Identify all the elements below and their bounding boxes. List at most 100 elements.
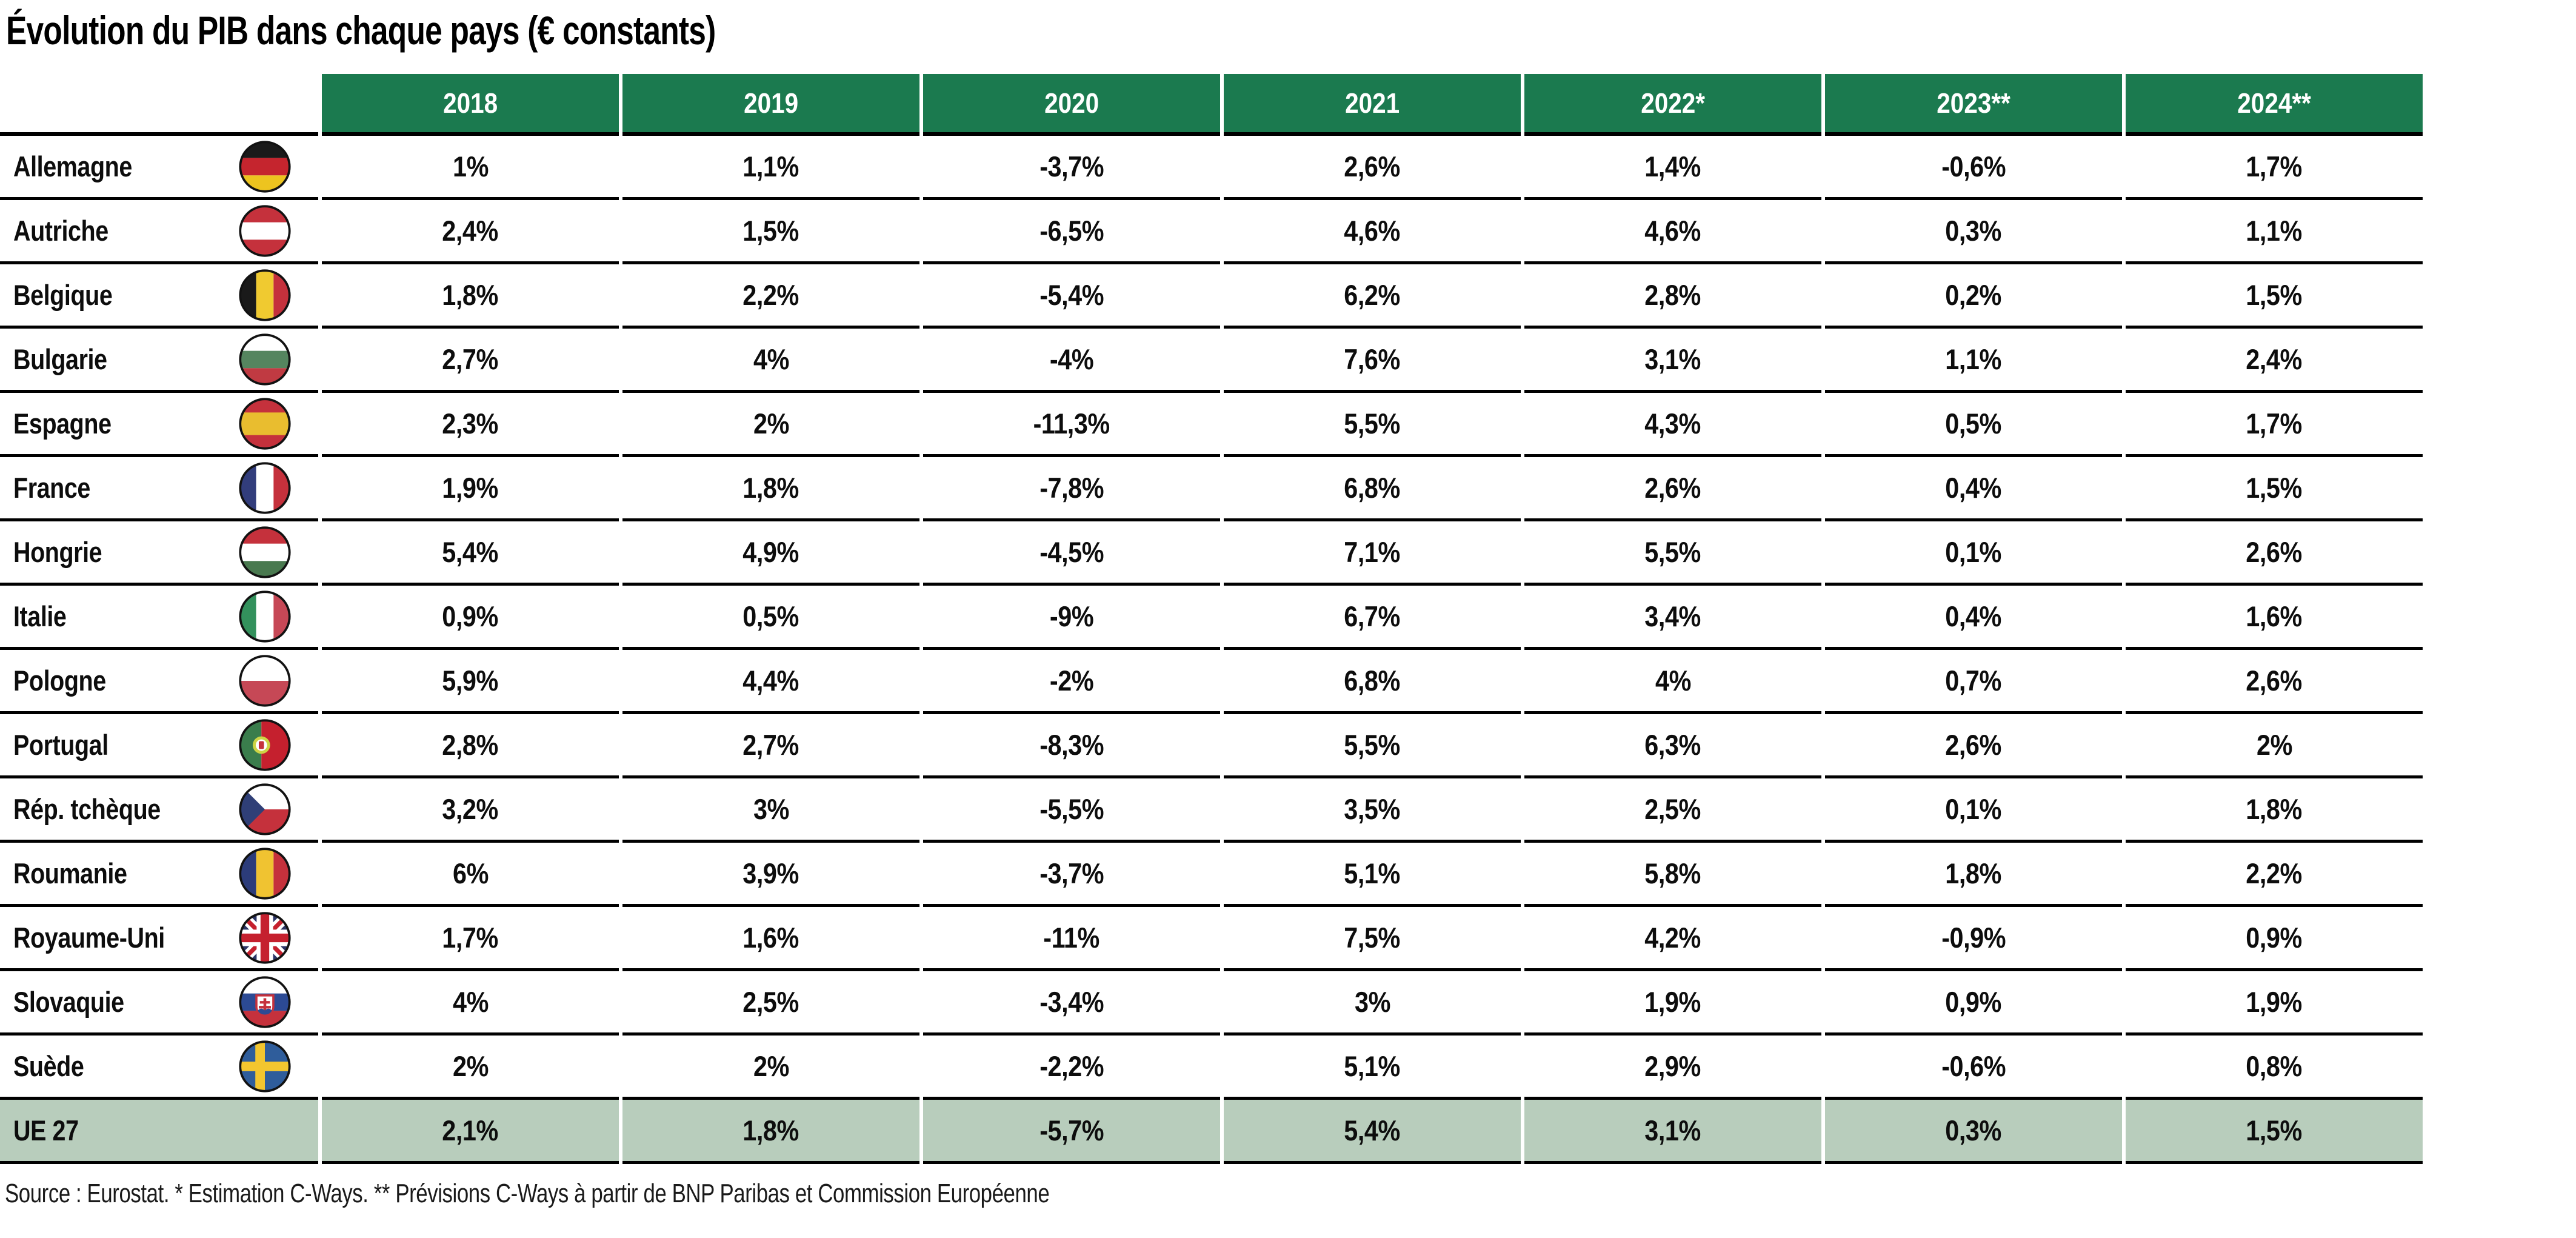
value-cell: 1,1% — [2126, 200, 2423, 264]
value-cell: 3,1% — [1524, 1100, 1821, 1164]
year-header-label: 2024** — [2237, 87, 2311, 119]
value-label: 3% — [1354, 986, 1390, 1018]
value-cell: 0,1% — [1825, 521, 2122, 586]
country-row: Suède 2% 2% -2,2% 5,1% 2,9% -0,6% 0,8% — [0, 1036, 2423, 1100]
country-row: Pologne 5,9% 4,4% -2% 6,8% 4% 0,7% 2,6% — [0, 650, 2423, 714]
country-cell: Italie — [0, 586, 318, 650]
value-cell: 2% — [622, 1036, 919, 1100]
year-header-label: 2018 — [442, 87, 498, 119]
value-cell: -9% — [923, 586, 1220, 650]
value-label: 2,3% — [442, 407, 499, 440]
value-label: -11,3% — [1033, 407, 1110, 440]
year-header-cell: 2018 — [322, 74, 619, 136]
value-cell: 5,5% — [1224, 714, 1521, 778]
value-label: -2,2% — [1039, 1050, 1104, 1082]
value-cell: 2,6% — [1524, 457, 1821, 521]
value-cell: 0,3% — [1825, 1100, 2122, 1164]
year-header-label: 2021 — [1344, 87, 1400, 119]
value-label: 1,1% — [2246, 215, 2303, 247]
value-cell: 2,7% — [622, 714, 919, 778]
source-note: Source : Eurostat. * Estimation C-Ways. … — [5, 1179, 1050, 1208]
value-cell: 0,4% — [1825, 457, 2122, 521]
value-cell: 3,2% — [322, 778, 619, 843]
country-row: Rép. tchèque 3,2% 3% -5,5% 3,5% 2,5% 0,1% 1,8% — [0, 778, 2423, 843]
value-cell: 1,8% — [1825, 843, 2122, 907]
year-header-cell: 2022* — [1524, 74, 1821, 136]
value-label: 2,2% — [2246, 857, 2303, 889]
value-label: 0,2% — [1945, 279, 2002, 311]
country-cell: Autriche — [0, 200, 318, 264]
value-label: 5,4% — [442, 536, 499, 568]
value-cell: -0,6% — [1825, 1036, 2122, 1100]
value-label: -6,5% — [1039, 215, 1104, 247]
value-label: 1,8% — [742, 1114, 799, 1146]
value-label: 1,1% — [742, 150, 799, 182]
country-row: Roumanie 6% 3,9% -3,7% 5,1% 5,8% 1,8% 2,2% — [0, 843, 2423, 907]
value-label: 5,9% — [442, 664, 499, 697]
value-label: 2,9% — [1644, 1050, 1701, 1082]
value-cell: 4,9% — [622, 521, 919, 586]
value-label: 2,8% — [442, 729, 499, 761]
value-cell: 0,4% — [1825, 586, 2122, 650]
value-label: 5,5% — [1344, 407, 1401, 440]
gdp-table: 2018 2019 2020 2021 2022* 2023** 2024** Allema… — [0, 74, 2426, 1164]
value-label: 3,1% — [1644, 1114, 1701, 1146]
value-cell: 0,9% — [322, 586, 619, 650]
country-cell: Royaume-Uni — [0, 907, 318, 971]
year-header-cell: 2023** — [1825, 74, 2122, 136]
value-cell: 6,3% — [1524, 714, 1821, 778]
value-label: 3,9% — [742, 857, 799, 889]
value-cell: -5,7% — [923, 1100, 1220, 1164]
value-cell: 1,8% — [622, 1100, 919, 1164]
value-cell: 0,9% — [1825, 971, 2122, 1036]
value-cell: 0,9% — [2126, 907, 2423, 971]
value-cell: 6,2% — [1224, 264, 1521, 329]
value-label: 1% — [452, 150, 489, 182]
year-header-label: 2019 — [743, 87, 799, 119]
value-cell: 1,8% — [2126, 778, 2423, 843]
country-cell: Espagne — [0, 393, 318, 457]
country-cell: Rép. tchèque — [0, 778, 318, 843]
gdp-table-body: Allemagne 1% 1,1% -3,7% 2,6% 1,4% -0,6% 1,7% Aut… — [0, 136, 2423, 1164]
country-cell: Allemagne — [0, 136, 318, 200]
value-label: -2% — [1049, 664, 1094, 697]
country-row: Italie 0,9% 0,5% -9% 6,7% 3,4% 0,4% 1,6% — [0, 586, 2423, 650]
value-label: 0,9% — [1945, 986, 2002, 1018]
country-row: Belgique 1,8% 2,2% -5,4% 6,2% 2,8% 0,2% 1,5% — [0, 264, 2423, 329]
value-cell: -5,4% — [923, 264, 1220, 329]
gdp-table-container: 2018 2019 2020 2021 2022* 2023** 2024** Allema… — [0, 74, 2426, 1164]
value-label: 5,5% — [1344, 729, 1401, 761]
value-cell: 4,6% — [1224, 200, 1521, 264]
value-label: 0,1% — [1945, 536, 2002, 568]
value-label: 6,8% — [1344, 472, 1401, 504]
country-row: France 1,9% 1,8% -7,8% 6,8% 2,6% 0,4% 1,5% — [0, 457, 2423, 521]
country-cell: Portugal — [0, 714, 318, 778]
value-cell: 2,6% — [1825, 714, 2122, 778]
value-cell: 3,5% — [1224, 778, 1521, 843]
value-cell: 2,1% — [322, 1100, 619, 1164]
value-cell: 1,9% — [1524, 971, 1821, 1036]
value-label: 2,5% — [742, 986, 799, 1018]
value-label: 2% — [452, 1050, 489, 1082]
value-label: 1,1% — [1945, 343, 2002, 375]
value-cell: 4% — [1524, 650, 1821, 714]
value-label: 2% — [753, 1050, 789, 1082]
value-cell: 4% — [322, 971, 619, 1036]
value-cell: 2% — [322, 1036, 619, 1100]
value-label: 6,2% — [1344, 279, 1401, 311]
value-cell: 1,8% — [622, 457, 919, 521]
value-label: 0,5% — [1945, 407, 2002, 440]
value-cell: 2,8% — [322, 714, 619, 778]
value-label: 6% — [452, 857, 489, 889]
value-label: 1,9% — [2246, 986, 2303, 1018]
value-cell: 1,5% — [2126, 1100, 2423, 1164]
country-cell: Roumanie — [0, 843, 318, 907]
flag-belgium-icon — [239, 269, 291, 321]
value-cell: 1,5% — [2126, 264, 2423, 329]
country-row: Espagne 2,3% 2% -11,3% 5,5% 4,3% 0,5% 1,7% — [0, 393, 2423, 457]
value-label: -3,4% — [1039, 986, 1104, 1018]
value-label: 2,8% — [1644, 279, 1701, 311]
country-label: Hongrie — [13, 536, 102, 568]
value-label: 2% — [2256, 729, 2292, 761]
country-column-header-blank — [0, 74, 318, 136]
